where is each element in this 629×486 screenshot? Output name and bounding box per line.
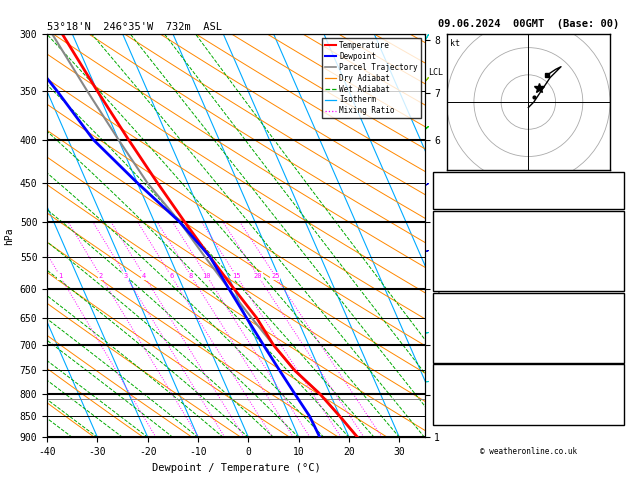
Text: Hodograph: Hodograph <box>504 366 552 375</box>
Text: Surface: Surface <box>510 212 547 221</box>
Text: 31: 31 <box>610 281 621 290</box>
Text: 47: 47 <box>610 186 621 195</box>
Text: 334: 334 <box>605 246 621 256</box>
Text: 128: 128 <box>605 378 621 387</box>
Text: CIN (J): CIN (J) <box>436 281 472 290</box>
Text: 25: 25 <box>271 273 279 279</box>
Text: Lifted Index: Lifted Index <box>436 329 499 338</box>
Text: © weatheronline.co.uk: © weatheronline.co.uk <box>480 447 577 456</box>
Text: 6: 6 <box>169 273 174 279</box>
Text: K: K <box>436 174 441 182</box>
Text: 154: 154 <box>605 269 621 278</box>
Text: 1: 1 <box>58 273 62 279</box>
Text: 33: 33 <box>610 174 621 182</box>
Text: 113: 113 <box>605 390 621 399</box>
Text: θᵉ(K): θᵉ(K) <box>436 246 462 256</box>
Text: -1: -1 <box>610 329 621 338</box>
Text: 53°18'N  246°35'W  732m  ASL: 53°18'N 246°35'W 732m ASL <box>47 22 222 32</box>
Text: kt: kt <box>450 39 460 49</box>
Text: Dewp (°C): Dewp (°C) <box>436 235 483 244</box>
Text: 334: 334 <box>605 317 621 327</box>
Text: EH: EH <box>436 378 447 387</box>
Text: PW (cm): PW (cm) <box>436 199 472 208</box>
Y-axis label: km
ASL: km ASL <box>435 214 452 236</box>
Text: 20: 20 <box>254 273 262 279</box>
X-axis label: Dewpoint / Temperature (°C): Dewpoint / Temperature (°C) <box>152 463 320 473</box>
Legend: Temperature, Dewpoint, Parcel Trajectory, Dry Adiabat, Wet Adiabat, Isotherm, Mi: Temperature, Dewpoint, Parcel Trajectory… <box>321 38 421 119</box>
Text: 3.21: 3.21 <box>600 199 621 208</box>
Text: 4: 4 <box>142 273 147 279</box>
Text: 15: 15 <box>232 273 241 279</box>
Text: 10: 10 <box>203 273 211 279</box>
Text: 14.2: 14.2 <box>600 235 621 244</box>
Text: Temp (°C): Temp (°C) <box>436 224 483 233</box>
Text: 2: 2 <box>99 273 103 279</box>
Text: 10: 10 <box>610 415 621 424</box>
Text: Pressure (mb): Pressure (mb) <box>436 306 504 315</box>
Text: θᵉ (K): θᵉ (K) <box>436 317 467 327</box>
Text: CIN (J): CIN (J) <box>436 353 472 362</box>
Text: 8: 8 <box>189 273 193 279</box>
Text: 09.06.2024  00GMT  (Base: 00): 09.06.2024 00GMT (Base: 00) <box>438 19 619 29</box>
Text: SREH: SREH <box>436 390 457 399</box>
Text: 3: 3 <box>124 273 128 279</box>
Text: Most Unstable: Most Unstable <box>494 294 562 303</box>
Text: 31: 31 <box>610 353 621 362</box>
Text: Lifted Index: Lifted Index <box>436 258 499 267</box>
Text: Totals Totals: Totals Totals <box>436 186 504 195</box>
Text: -1: -1 <box>610 258 621 267</box>
Text: 21.7: 21.7 <box>600 224 621 233</box>
Text: CAPE (J): CAPE (J) <box>436 341 478 350</box>
Text: CAPE (J): CAPE (J) <box>436 269 478 278</box>
Text: 920: 920 <box>605 306 621 315</box>
Text: StmSpd (kt): StmSpd (kt) <box>436 415 494 424</box>
Y-axis label: hPa: hPa <box>4 227 14 244</box>
Text: StmDir: StmDir <box>436 402 467 412</box>
Text: 154: 154 <box>605 341 621 350</box>
Text: 192°: 192° <box>600 402 621 412</box>
Text: LCL: LCL <box>428 68 443 77</box>
